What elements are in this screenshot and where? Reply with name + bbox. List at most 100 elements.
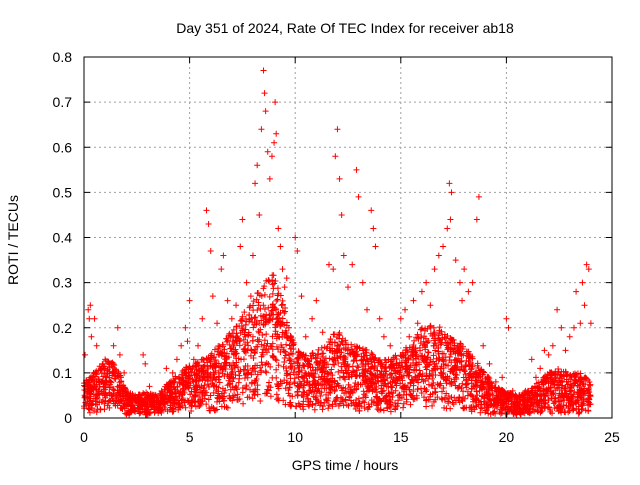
data-point [349,261,356,268]
data-point [200,389,207,396]
data-point [319,329,326,336]
data-point [137,395,144,402]
data-point [103,378,110,385]
y-tick-label: 0.1 [53,365,73,381]
data-point [278,321,285,328]
data-point [414,386,421,393]
data-point [469,353,476,360]
data-point [497,390,504,397]
data-point [209,293,216,300]
data-point [579,401,586,408]
data-point [567,385,574,392]
data-point [570,407,577,414]
y-tick-label: 0.3 [53,275,73,291]
data-point [329,403,336,410]
data-point [399,363,406,370]
data-point [233,302,240,309]
data-point [182,324,189,331]
data-point [400,404,407,411]
data-point [234,391,241,398]
data-point [424,349,431,356]
data-point [211,374,218,381]
data-point [176,376,183,383]
data-point [371,356,378,363]
data-point [220,252,227,259]
data-point [205,365,212,372]
data-point [547,375,554,382]
data-point [497,406,504,413]
data-point [192,360,199,367]
data-point [463,357,470,364]
data-point [236,395,243,402]
data-point [393,360,400,367]
data-point [190,356,197,363]
data-point [410,382,417,389]
data-point [586,378,593,385]
data-point [262,361,269,368]
data-point [536,387,543,394]
data-point [237,368,244,375]
data-point [580,381,587,388]
data-point [112,366,119,373]
data-point [425,349,432,356]
data-point [348,373,355,380]
data-point [141,399,148,406]
data-point [110,342,117,349]
data-point [421,359,428,366]
data-point [286,392,293,399]
data-point [445,398,452,405]
data-point [452,374,459,381]
x-tick-labels: 0 5 10 15 20 25 [80,429,620,445]
data-point [435,252,442,259]
data-point [262,108,269,115]
data-point [491,384,498,391]
data-point [377,371,384,378]
data-point [259,362,266,369]
data-point [345,367,352,374]
data-point [240,356,247,363]
data-point [455,355,462,362]
data-point [263,369,270,376]
data-point [84,396,91,403]
data-point [479,371,486,378]
data-point [467,366,474,373]
data-point [287,364,294,371]
data-point [214,392,221,399]
data-point [332,395,339,402]
data-point [261,283,268,290]
data-point [207,352,214,359]
data-point [494,404,501,411]
data-point [178,397,185,404]
data-point [231,386,238,393]
data-point [331,339,338,346]
data-point [232,371,239,378]
data-point [92,401,99,408]
data-point [414,320,421,327]
data-point [545,396,552,403]
data-point [579,279,586,286]
data-point [380,407,387,414]
data-point [201,362,208,369]
data-point [572,379,579,386]
data-point [440,385,447,392]
data-point [342,337,349,344]
data-point [91,315,98,322]
data-point [329,345,336,352]
data-point [442,394,449,401]
data-point [372,243,379,250]
data-point [401,388,408,395]
data-point [116,351,123,358]
data-point [212,356,219,363]
x-axis-label: GPS time / hours [292,457,399,473]
data-point [318,373,325,380]
data-point [532,394,539,401]
data-point [374,367,381,374]
data-point [224,404,231,411]
data-point [273,321,280,328]
data-point [148,403,155,410]
data-point [144,406,151,413]
data-point [317,358,324,365]
data-point [241,366,248,373]
data-point [366,355,373,362]
data-point [310,369,317,376]
